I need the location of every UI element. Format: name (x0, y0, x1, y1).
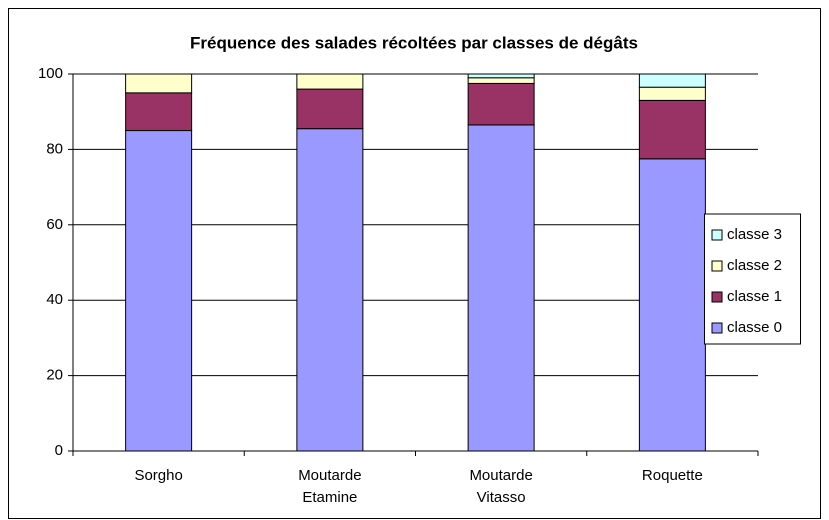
bar-segment (638, 86, 706, 101)
legend-swatch (711, 291, 723, 303)
legend-swatch (711, 260, 723, 272)
bar-segment (467, 124, 535, 452)
bar-segment (638, 73, 706, 88)
legend-label: classe 3 (727, 226, 782, 243)
legend-swatch (711, 322, 723, 334)
bar-segment (296, 128, 364, 452)
legend-label: classe 0 (727, 319, 782, 336)
legend-label: classe 2 (727, 257, 782, 274)
chart-title: Fréquence des salades récoltées par clas… (190, 33, 638, 52)
bar-segment (125, 92, 193, 132)
bar-segment (638, 99, 706, 160)
bar-segment (638, 158, 706, 452)
bar-segment (296, 88, 364, 130)
bar-segment (467, 82, 535, 126)
legend-swatch (711, 229, 723, 241)
bar-segment (125, 73, 193, 94)
x-tick-label: Moutarde Vitasso (469, 467, 533, 506)
legend-label: classe 1 (727, 288, 782, 305)
x-tick-label: Sorgho (134, 467, 183, 484)
bar-segment (296, 73, 364, 90)
bar-segment (467, 77, 535, 84)
y-tick-label: 40 (46, 291, 63, 308)
bar-segment (125, 130, 193, 452)
y-tick-label: 0 (55, 442, 63, 459)
bar-segment (467, 73, 535, 79)
y-tick-label: 20 (46, 367, 63, 384)
y-tick-label: 80 (46, 140, 63, 157)
x-tick-label: Moutarde Etamine (298, 467, 362, 506)
y-tick-label: 100 (38, 65, 63, 82)
x-tick-label: Roquette (641, 467, 703, 484)
y-tick-label: 60 (46, 216, 63, 233)
